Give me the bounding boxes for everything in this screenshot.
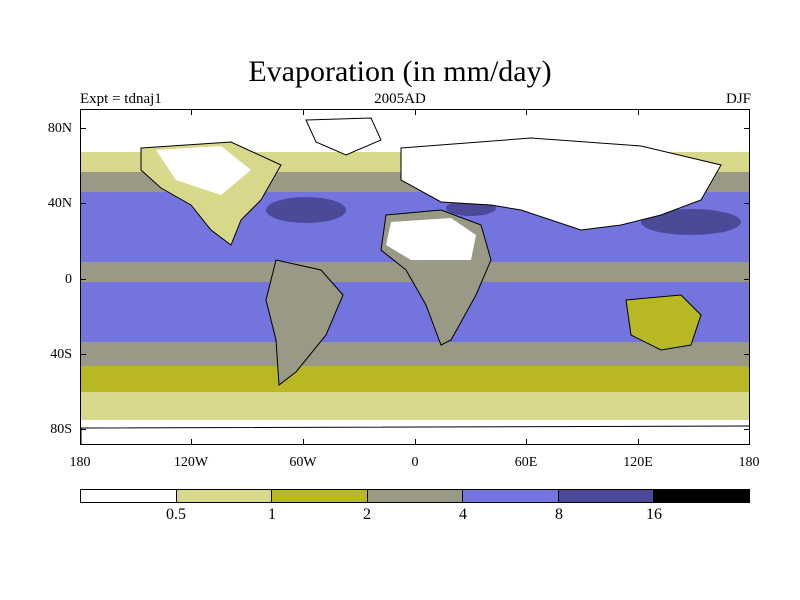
x-tick-top <box>303 109 304 115</box>
y-tick-right <box>744 429 750 430</box>
y-tick <box>80 203 86 204</box>
legend-break-label: 16 <box>646 506 662 523</box>
legend-break-label: 4 <box>459 506 467 523</box>
sahara-dry-zone <box>386 218 476 260</box>
year-label: 2005AD <box>374 91 426 107</box>
south-america <box>265 259 344 386</box>
x-tick <box>526 439 527 445</box>
map-canvas <box>81 110 749 444</box>
x-tick-label: 120W <box>173 455 209 470</box>
x-tick <box>191 439 192 445</box>
south-grey-band <box>81 342 749 366</box>
x-tick-label: 60W <box>289 455 317 470</box>
x-tick-label: 180 <box>738 455 760 470</box>
y-tick-label: 0 <box>65 272 72 287</box>
legend-color-box <box>367 490 464 502</box>
y-tick <box>80 128 86 129</box>
y-tick-label: 40S <box>50 347 72 362</box>
legend-color-box <box>654 490 750 502</box>
y-tick-right <box>744 354 750 355</box>
x-tick <box>80 439 81 445</box>
gulf-stream-patch <box>266 197 346 223</box>
y-tick-label: 80N <box>47 121 72 136</box>
antarctica <box>81 425 749 444</box>
eurasia <box>400 137 722 231</box>
legend-break-label: 2 <box>363 506 371 523</box>
x-tick-label: 120E <box>623 455 653 470</box>
color-legend <box>80 489 750 503</box>
y-tick-right <box>744 128 750 129</box>
legend-color-box <box>558 490 655 502</box>
south-light-band <box>81 392 749 420</box>
legend-color-box <box>463 490 559 502</box>
australia <box>625 294 702 351</box>
y-tick-right <box>744 279 750 280</box>
legend-color-box <box>81 490 177 502</box>
x-tick-label: 180 <box>69 455 91 470</box>
x-tick-label: 60E <box>514 455 538 470</box>
legend-break-label: 0.5 <box>166 506 186 523</box>
y-tick <box>80 429 86 430</box>
x-tick-top <box>638 109 639 115</box>
x-tick-top <box>526 109 527 115</box>
y-tick-label: 80S <box>50 422 72 437</box>
legend-break-label: 1 <box>268 506 276 523</box>
x-tick-label: 0 <box>411 455 419 470</box>
south-olive-band <box>81 366 749 392</box>
legend-color-box <box>176 490 273 502</box>
y-tick-right <box>744 203 750 204</box>
x-tick <box>638 439 639 445</box>
north-america-interior <box>156 146 251 195</box>
map-title: Evaporation (in mm/day) <box>248 55 552 88</box>
season-label: DJF <box>725 91 751 107</box>
x-tick <box>303 439 304 445</box>
evaporation-map <box>80 109 750 445</box>
greenland <box>305 117 382 156</box>
legend-color-box <box>272 490 368 502</box>
x-tick <box>415 439 416 445</box>
x-tick-top <box>191 109 192 115</box>
y-tick <box>80 354 86 355</box>
x-tick <box>749 439 750 445</box>
legend-break-label: 8 <box>555 506 563 523</box>
kuroshio-patch <box>641 209 741 235</box>
y-tick-label: 40N <box>47 196 72 211</box>
experiment-label: Expt = tdnaj1 <box>80 91 162 107</box>
y-tick <box>80 279 86 280</box>
x-tick-top <box>415 109 416 115</box>
